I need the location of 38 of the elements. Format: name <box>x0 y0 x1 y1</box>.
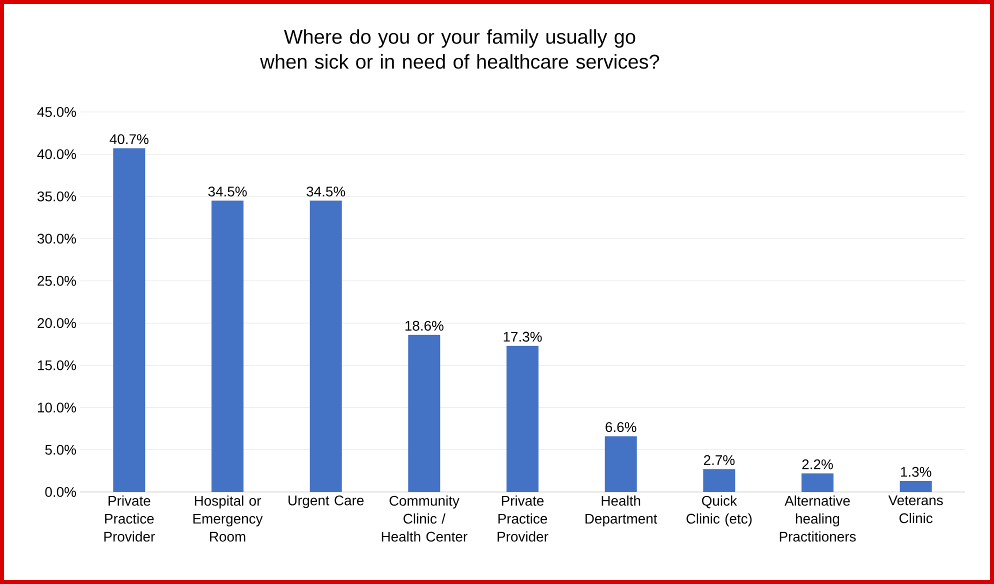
x-tick-label: Community Clinic / Health Center <box>382 496 468 542</box>
x-tick-label: Private Practice Provider <box>104 496 155 542</box>
bar <box>506 346 539 492</box>
y-tick-label: 0.0% <box>45 487 76 497</box>
chart-title: Where do you or your family usually go when sick or in need of healthcare services? <box>260 29 660 69</box>
bar <box>802 473 834 492</box>
data-label: 40.7% <box>110 134 148 144</box>
bar <box>113 148 146 492</box>
data-label: 34.5% <box>306 186 346 196</box>
x-tick-label: Health Department <box>586 496 658 526</box>
y-tick-label: 10.0% <box>38 402 76 412</box>
y-tick-label: 45.0% <box>37 107 76 117</box>
data-label: 2.2% <box>802 459 833 470</box>
data-label: 2.7% <box>704 455 735 465</box>
x-tick-label: Alternative healing Practitioners <box>780 496 856 542</box>
data-label: 18.6% <box>405 320 444 331</box>
y-tick-label: 35.0% <box>37 191 76 202</box>
y-tick-label: 20.0% <box>38 318 76 328</box>
x-tick-label: Private Practice Provider <box>498 496 548 542</box>
data-label: 1.3% <box>901 466 932 477</box>
data-label: 17.3% <box>504 332 542 342</box>
bar <box>408 334 440 492</box>
y-tick-label: 15.0% <box>38 360 76 370</box>
bar <box>310 200 342 492</box>
bar <box>212 200 244 492</box>
y-tick-label: 5.0% <box>45 444 76 455</box>
data-label: 34.5% <box>208 186 247 196</box>
y-tick-label: 30.0% <box>37 234 76 244</box>
y-tick-label: 25.0% <box>38 276 76 286</box>
x-tick-label: Hospital or Emergency Room <box>193 496 263 542</box>
x-tick-label: Urgent Care <box>288 495 364 508</box>
y-tick-label: 40.0% <box>37 149 76 160</box>
x-tick-label: Quick Clinic (etc) <box>686 496 752 526</box>
bar <box>604 436 637 492</box>
bar <box>900 481 932 492</box>
data-label: 6.6% <box>606 422 636 432</box>
x-tick-label: Veterans Clinic <box>888 496 943 524</box>
bar <box>703 469 736 492</box>
